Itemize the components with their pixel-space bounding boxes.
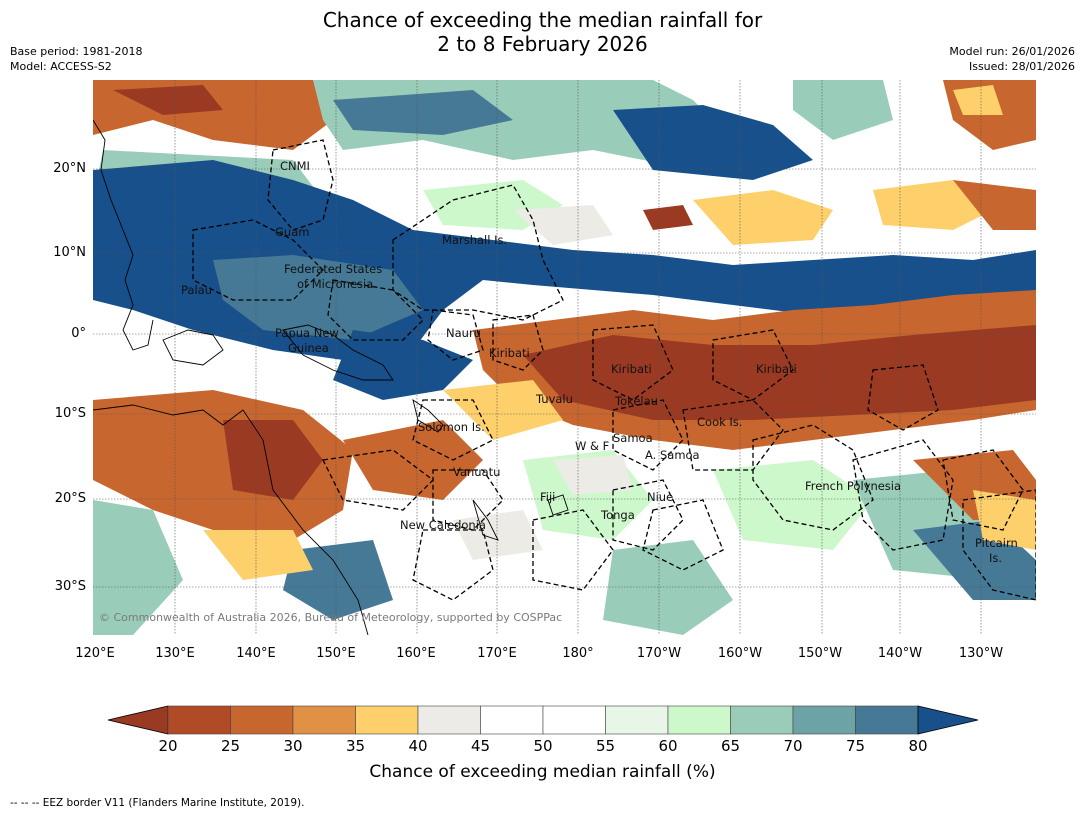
map-frame: CNMI Guam Marshall Is. Federated States … bbox=[93, 80, 1036, 635]
colorbar-bin bbox=[605, 705, 669, 735]
place-labels: CNMI Guam Marshall Is. Federated States … bbox=[181, 159, 1018, 565]
copyright-notice: © Commonwealth of Australia 2026, Bureau… bbox=[99, 611, 562, 624]
lat-label-20n: 20°N bbox=[53, 161, 86, 176]
colorbar-bin bbox=[730, 705, 794, 735]
base-period: Base period: 1981-2018 bbox=[10, 45, 143, 58]
label-samoa: Samoa bbox=[613, 431, 653, 445]
colorbar-tick-label: 60 bbox=[658, 737, 678, 755]
colorbar-bin bbox=[855, 705, 919, 735]
colorbar-tick-label: 45 bbox=[470, 737, 491, 755]
lon-label-170e: 170°E bbox=[477, 646, 517, 661]
label-fsm-1: Federated States bbox=[284, 262, 382, 276]
label-niue: Niue bbox=[647, 490, 673, 504]
label-solomon: Solomon Is. bbox=[418, 420, 485, 434]
lat-label-20s: 20°S bbox=[54, 491, 86, 506]
colorbar-tick-label: 65 bbox=[720, 737, 741, 755]
label-cook: Cook Is. bbox=[697, 415, 742, 429]
issued-date: Issued: 28/01/2026 bbox=[968, 60, 1075, 73]
label-wf: W & F bbox=[575, 439, 609, 453]
lon-label-140e: 140°E bbox=[236, 646, 276, 661]
colorbar-title: Chance of exceeding median rainfall (%) bbox=[369, 762, 716, 782]
map-title-line1: Chance of exceeding the median rainfall … bbox=[322, 8, 763, 32]
label-french-polynesia: French Polynesia bbox=[805, 479, 901, 493]
coastlines bbox=[93, 119, 569, 635]
colorbar-tick-label: 25 bbox=[220, 737, 241, 755]
graticule bbox=[93, 80, 1036, 635]
lat-label-30s: 30°S bbox=[54, 579, 86, 594]
meta-right: Model run: 26/01/2026 Issued: 28/01/2026 bbox=[949, 44, 1075, 74]
label-png-1: Papua New bbox=[275, 326, 339, 340]
label-kiribati-3: Kiribati bbox=[756, 362, 797, 376]
lon-label-130w: 130°W bbox=[958, 646, 1004, 661]
lon-label-160w: 160°W bbox=[717, 646, 763, 661]
label-kiribati-2: Kiribati bbox=[611, 362, 652, 376]
label-guam: Guam bbox=[275, 225, 309, 239]
colorbar-bin bbox=[480, 705, 544, 735]
colorbar-bin bbox=[792, 705, 856, 735]
colorbar-bin bbox=[542, 705, 606, 735]
label-marshall: Marshall Is. bbox=[442, 233, 507, 247]
label-tokelau: Tokelau bbox=[614, 394, 658, 408]
lon-label-150w: 150°W bbox=[797, 646, 843, 661]
model-run: Model run: 26/01/2026 bbox=[949, 45, 1075, 58]
lat-label-10s: 10°S bbox=[54, 406, 86, 421]
label-asamoa: A. Samoa bbox=[645, 448, 700, 462]
lon-label-130e: 130°E bbox=[155, 646, 195, 661]
colorbar-tick-label: 75 bbox=[845, 737, 866, 755]
lon-label-150e: 150°E bbox=[316, 646, 356, 661]
label-fiji: Fiji bbox=[540, 490, 555, 504]
label-kiribati-1: Kiribati bbox=[489, 346, 530, 360]
label-tuvalu: Tuvalu bbox=[535, 392, 573, 406]
eez-legend-note: -- -- -- EEZ border V11 (Flanders Marine… bbox=[10, 797, 305, 809]
lon-label-120e: 120°E bbox=[75, 646, 115, 661]
colorbar-tick-label: 55 bbox=[595, 737, 616, 755]
colorbar-tick-label: 20 bbox=[158, 737, 178, 755]
lon-label-170w: 170°W bbox=[636, 646, 682, 661]
lon-label-140w: 140°W bbox=[877, 646, 923, 661]
label-vanuatu: Vanuatu bbox=[453, 465, 500, 479]
lat-label-10n: 10°N bbox=[53, 245, 86, 260]
meta-left: Base period: 1981-2018 Model: ACCESS-S2 bbox=[10, 44, 142, 74]
rainfall-map: CNMI Guam Marshall Is. Federated States … bbox=[93, 80, 1036, 635]
label-palau: Palau bbox=[181, 283, 212, 297]
lat-label-0: 0° bbox=[71, 326, 86, 341]
colorbar-extend-high bbox=[917, 705, 979, 735]
label-nauru: Nauru bbox=[446, 326, 481, 340]
colorbar-tick-label: 35 bbox=[345, 737, 366, 755]
rainfall-field bbox=[93, 80, 1036, 635]
colorbar-bin bbox=[667, 705, 731, 735]
colorbar-bin bbox=[167, 705, 231, 735]
label-cnmi: CNMI bbox=[280, 159, 310, 173]
colorbar-bin bbox=[230, 705, 294, 735]
colorbar-bin bbox=[292, 705, 356, 735]
colorbar-tick-label: 40 bbox=[408, 737, 428, 755]
colorbar-tick-label: 70 bbox=[783, 737, 803, 755]
label-pitcairn-2: Is. bbox=[989, 551, 1002, 565]
colorbar-tick-label: 30 bbox=[283, 737, 303, 755]
colorbar-bin bbox=[355, 705, 419, 735]
label-new-caledonia: New Caledonia bbox=[400, 518, 486, 532]
colorbar-extend-low bbox=[107, 705, 169, 735]
label-fsm-2: of Micronesia bbox=[297, 277, 373, 291]
lon-label-160e: 160°E bbox=[396, 646, 436, 661]
colorbar-tick-label: 80 bbox=[908, 737, 928, 755]
label-pitcairn-1: Pitcairn bbox=[975, 536, 1018, 550]
label-png-2: Guinea bbox=[288, 341, 329, 355]
map-title-line2: 2 to 8 February 2026 bbox=[437, 32, 648, 56]
colorbar-tick-label: 50 bbox=[533, 737, 553, 755]
model-name: Model: ACCESS-S2 bbox=[10, 60, 112, 73]
eez-borders bbox=[192, 139, 1036, 601]
label-tonga: Tonga bbox=[600, 508, 635, 522]
lon-label-180: 180° bbox=[562, 646, 594, 661]
colorbar-bin bbox=[417, 705, 481, 735]
